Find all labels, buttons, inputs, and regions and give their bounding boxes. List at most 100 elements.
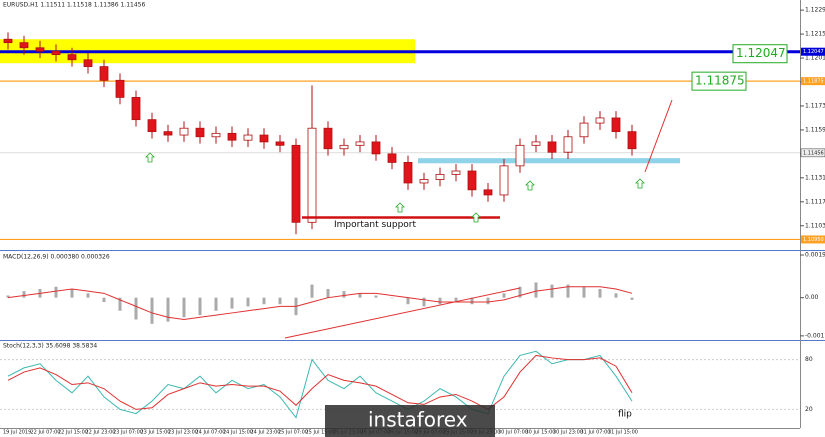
candle-body xyxy=(35,47,45,52)
up-arrow xyxy=(395,202,405,213)
macd-bar xyxy=(6,295,10,298)
macd-bar xyxy=(342,291,346,298)
y-tick-label: 1.12010 xyxy=(805,55,825,62)
macd-bar xyxy=(630,297,634,300)
candle-body xyxy=(115,79,125,98)
macd-bar xyxy=(310,284,314,298)
annotation: flip xyxy=(618,410,632,420)
candle-body xyxy=(323,127,333,150)
candle-body xyxy=(547,141,557,153)
macd-bar xyxy=(582,286,586,298)
macd-bar xyxy=(166,297,170,322)
y-tick-label: -0.001752 xyxy=(805,332,825,339)
candle-body xyxy=(531,141,541,146)
x-tick-label: 23 Jul 15:00 xyxy=(141,430,171,436)
level-box xyxy=(732,44,788,64)
macd-bar xyxy=(102,297,106,303)
macd-bar xyxy=(534,282,538,298)
candle-body xyxy=(371,141,381,155)
candle-body xyxy=(403,162,413,184)
watermark: instaforex xyxy=(368,408,468,432)
macd-bar xyxy=(278,297,282,305)
trend-line xyxy=(284,287,521,339)
macd-bar xyxy=(118,297,122,311)
candle-body xyxy=(451,170,461,175)
up-arrow xyxy=(145,152,155,163)
macd-bar xyxy=(406,297,410,305)
stoch-title: Stoch(12,3,3) 35.6098 38.5834 xyxy=(3,343,97,350)
candle-body xyxy=(467,170,477,191)
candle-body xyxy=(339,144,349,150)
y-tick-label: 1.11590 xyxy=(805,126,825,133)
candle-body xyxy=(499,165,509,196)
level-tag xyxy=(801,47,825,56)
candle-body xyxy=(595,117,605,124)
y-tick-label: 1.12290 xyxy=(805,7,825,14)
candle-body xyxy=(307,127,317,223)
up-arrow xyxy=(471,212,481,223)
candle-body xyxy=(131,97,141,121)
macd-bar xyxy=(454,297,458,303)
y-tick-label: 1.11310 xyxy=(805,174,825,181)
y-tick-label: 0.001957 xyxy=(805,252,825,259)
candle-body xyxy=(515,144,525,167)
candle-body xyxy=(627,131,637,150)
candle-body xyxy=(3,38,13,44)
macd-bar xyxy=(502,293,506,298)
zone xyxy=(418,158,680,164)
x-tick-label: 22 Jul 23:00 xyxy=(86,430,116,436)
x-tick-label: 25 Jul 15:00 xyxy=(306,430,336,436)
candle-body xyxy=(435,174,445,180)
macd-bar xyxy=(566,284,570,298)
macd-bar xyxy=(374,295,378,298)
level-box xyxy=(691,71,747,91)
candle-body xyxy=(195,127,205,138)
candle-body xyxy=(419,179,429,184)
candle-body xyxy=(211,132,221,138)
macd-bar xyxy=(86,293,90,298)
macd-title: MACD(12,26,9) 0.000380 0.000326 xyxy=(3,254,110,261)
macd-bar xyxy=(214,297,218,311)
macd-bar xyxy=(246,297,250,307)
y-tick-label: 0.00 xyxy=(805,294,819,301)
x-tick-label: 30 Jul 07:00 xyxy=(498,430,528,436)
x-tick-label: 24 Jul 15:00 xyxy=(223,430,253,436)
x-tick-label: 31 Jul 07:00 xyxy=(581,430,611,436)
x-tick-label: 23 Jul 07:00 xyxy=(113,430,143,436)
level-tag-label: 1.11875 xyxy=(803,79,824,85)
stoch-line xyxy=(7,354,633,410)
macd-bar xyxy=(598,288,602,298)
candle-body xyxy=(243,134,253,141)
macd-bar xyxy=(550,284,554,298)
candle-body xyxy=(227,132,237,141)
y-tick-label: 1.11030 xyxy=(805,222,825,229)
x-tick-label: 24 Jul 07:00 xyxy=(196,430,226,436)
macd-bar xyxy=(358,293,362,298)
macd-bar xyxy=(486,297,490,305)
candle-body xyxy=(51,50,61,56)
forecast-arrow xyxy=(644,99,673,173)
annotation: Important support xyxy=(334,220,417,230)
x-tick-label: 31 Jul 15:00 xyxy=(608,430,638,436)
x-tick-label: 24 Jul 23:00 xyxy=(251,430,281,436)
macd-bar xyxy=(470,297,474,305)
macd-bar xyxy=(182,297,186,318)
macd-bar xyxy=(54,286,58,298)
stoch-line xyxy=(7,350,633,419)
chart-title: EURUSD,H1 1.11511 1.11518 1.11386 1.1145… xyxy=(3,2,145,9)
macd-bar xyxy=(326,288,330,298)
y-tick-label: 1.11730 xyxy=(805,102,825,109)
x-tick-label: 22 Jul 15:00 xyxy=(58,430,88,436)
watermark-box xyxy=(325,405,495,437)
candle-body xyxy=(291,144,301,223)
macd-bar xyxy=(518,286,522,298)
level-tag xyxy=(801,77,825,86)
candle-body xyxy=(147,119,157,133)
candle-body xyxy=(387,153,397,163)
candle-body xyxy=(275,141,285,146)
macd-bar xyxy=(390,297,394,299)
x-tick-label: 30 Jul 15:00 xyxy=(526,430,556,436)
x-tick-label: 30 Jul 23:00 xyxy=(553,430,583,436)
macd-bar xyxy=(70,288,74,298)
y-tick-label: 20 xyxy=(805,406,813,413)
